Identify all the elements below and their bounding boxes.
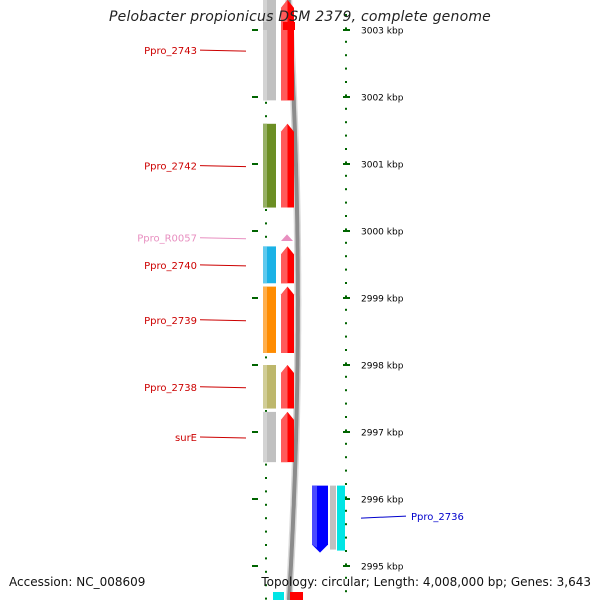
tick-label: 3000 kbp [361,228,404,238]
label-leader [199,237,247,240]
feature-ppro-r0057[interactable] [281,234,293,242]
tick-label: 2997 kbp [361,429,404,439]
feature-label-ppro-r0057[interactable]: Ppro_R0057 [137,234,197,245]
label-leader [199,49,247,52]
partial-cds-bottom [290,592,303,600]
partial-cds-top [283,22,295,30]
feature-ppro-2739[interactable] [263,286,294,353]
cds-arrow-highlight [281,365,288,409]
tick-label: 2995 kbp [361,563,404,573]
tick-label: 2999 kbp [361,295,404,305]
feature-sure[interactable] [263,411,294,463]
partial-cog-bottom [273,592,284,600]
feature-label-ppro-2738[interactable]: Ppro_2738 [144,383,197,394]
cog-box-grey [330,485,336,550]
tick-label: 3003 kbp [361,27,404,37]
feature-layer [263,0,345,600]
tick-label: 2998 kbp [361,362,404,372]
feature-label-ppro-2736[interactable]: Ppro_2736 [411,512,464,523]
feature-label-sure[interactable]: surE [175,433,197,444]
label-leader [199,386,247,389]
label-leader [360,515,407,519]
feature-label-ppro-2742[interactable]: Ppro_2742 [144,162,197,173]
cog-box-highlight [263,0,267,101]
topology-text: Topology: circular; Length: 4,008,000 bp… [261,575,591,589]
cds-arrow-highlight [312,485,317,548]
cog-box-cyan [337,485,345,551]
feature-labels: Ppro_2743 Ppro_2742 Ppro_R0057 Ppro_2740 Ppr… [137,46,464,523]
tick-label: 3001 kbp [361,161,404,171]
partial-cog-top [263,22,276,30]
cds-arrow-highlight [281,123,288,208]
feature-label-ppro-2740[interactable]: Ppro_2740 [144,261,197,272]
cog-box-highlight [263,123,267,208]
tick-label: 3002 kbp [361,94,404,104]
feature-ppro-2740[interactable] [263,246,294,284]
cds-arrow-highlight [281,411,288,463]
label-leader [199,165,247,168]
label-leader [199,436,247,439]
cog-box-highlight [263,286,267,353]
feature-label-ppro-2743[interactable]: Ppro_2743 [144,46,197,57]
feature-label-ppro-2739[interactable]: Ppro_2739 [144,316,197,327]
rna-arrow [281,234,293,242]
cog-box-highlight [263,411,267,463]
accession-text: Accession: NC_008609 [9,575,146,589]
cog-box-highlight [263,365,267,409]
map-title: Pelobacter propionicus DSM 2379, complet… [109,9,491,25]
label-leader [199,319,247,322]
feature-ppro-2738[interactable] [263,365,294,409]
feature-ppro-2742[interactable] [263,123,294,208]
feature-ppro-2736[interactable] [312,485,345,553]
cog-box-highlight [263,246,267,284]
cds-arrow-highlight [281,246,288,284]
cds-arrow-highlight [281,286,288,353]
label-leader [199,264,247,267]
tick-label: 2996 kbp [361,496,404,506]
